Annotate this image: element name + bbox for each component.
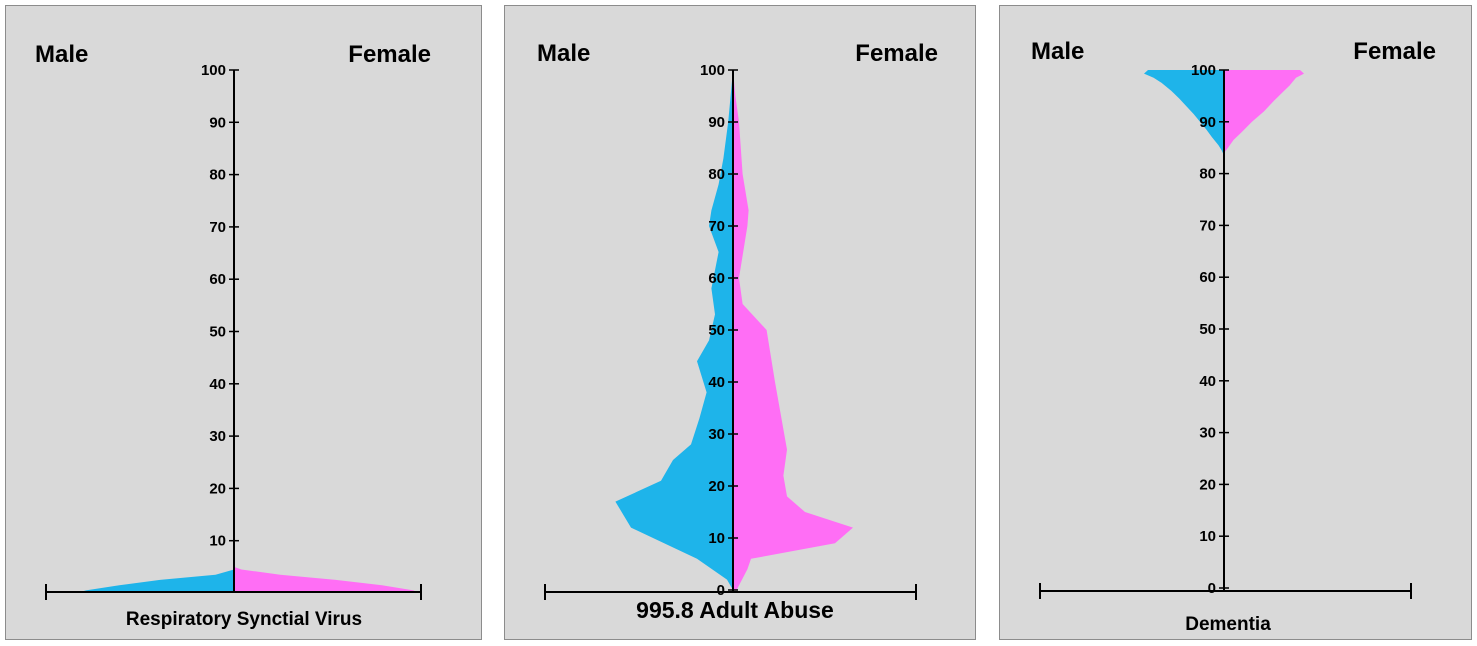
y-tick-label: 70 <box>708 218 725 235</box>
y-tick-label: 10 <box>209 533 226 550</box>
y-tick-label: 80 <box>708 166 725 183</box>
y-tick-label: 30 <box>1199 425 1216 442</box>
pyramid-chart-3: Male Female Dementia 0 10 20 30 40 50 60 70 80 90… <box>1031 38 1436 635</box>
series-area-female <box>1224 70 1304 588</box>
y-tick-label: 20 <box>1199 476 1216 493</box>
series-area-female <box>234 70 419 593</box>
chart-panel-respiratory: Male Female Respiratory Synctial Virus 1… <box>5 5 482 640</box>
male-label: Male <box>35 41 88 68</box>
y-tick-label: 100 <box>1191 62 1216 79</box>
chart-title: Dementia <box>1185 614 1271 635</box>
y-tick-label: 40 <box>209 376 226 393</box>
y-tick-label: 30 <box>708 426 725 443</box>
chart-panel-adult-abuse: Male Female 995.8 Adult Abuse 0 10 20 30 40 5… <box>504 5 976 640</box>
y-tick-label: 60 <box>209 271 226 288</box>
series-area-male <box>1144 70 1224 588</box>
y-tick-label: 50 <box>708 322 725 339</box>
female-label: Female <box>348 41 431 68</box>
y-tick-label: 20 <box>209 480 226 497</box>
pyramid-chart-2: Male Female 995.8 Adult Abuse 0 10 20 30 40 5… <box>537 40 938 623</box>
y-tick-label: 80 <box>1199 166 1216 183</box>
y-tick-label: 60 <box>708 270 725 287</box>
chart-title: Respiratory Synctial Virus <box>126 609 362 630</box>
pyramid-chart-1: Male Female Respiratory Synctial Virus 1… <box>35 41 431 630</box>
y-tick-label: 90 <box>209 114 226 131</box>
y-tick-label: 60 <box>1199 269 1216 286</box>
y-tick-label: 50 <box>209 324 226 341</box>
female-label: Female <box>1353 38 1436 65</box>
y-tick-label: 0 <box>1208 580 1216 597</box>
y-tick-label: 70 <box>1199 217 1216 234</box>
male-label: Male <box>1031 38 1084 65</box>
y-tick-label: 90 <box>708 114 725 131</box>
y-tick-label: 30 <box>209 428 226 445</box>
y-tick-label: 100 <box>700 62 725 79</box>
y-tick-label: 10 <box>1199 528 1216 545</box>
chart-panel-dementia: Male Female Dementia 0 10 20 30 40 50 60 70 80 90… <box>999 5 1472 640</box>
y-tick-label: 20 <box>708 478 725 495</box>
y-tick-label: 10 <box>708 530 725 547</box>
male-label: Male <box>537 40 590 67</box>
y-tick-label: 50 <box>1199 321 1216 338</box>
series-area-male <box>615 70 733 590</box>
y-tick-label: 70 <box>209 219 226 236</box>
female-label: Female <box>855 40 938 67</box>
y-tick-label: 40 <box>1199 373 1216 390</box>
chart-title: 995.8 Adult Abuse <box>636 597 834 623</box>
series-area-female <box>733 70 853 590</box>
y-tick-label: 40 <box>708 374 725 391</box>
y-tick-label: 100 <box>201 62 226 79</box>
y-tick-label: 80 <box>209 167 226 184</box>
y-tick-label: 0 <box>717 582 725 599</box>
y-tick-label: 90 <box>1199 114 1216 131</box>
